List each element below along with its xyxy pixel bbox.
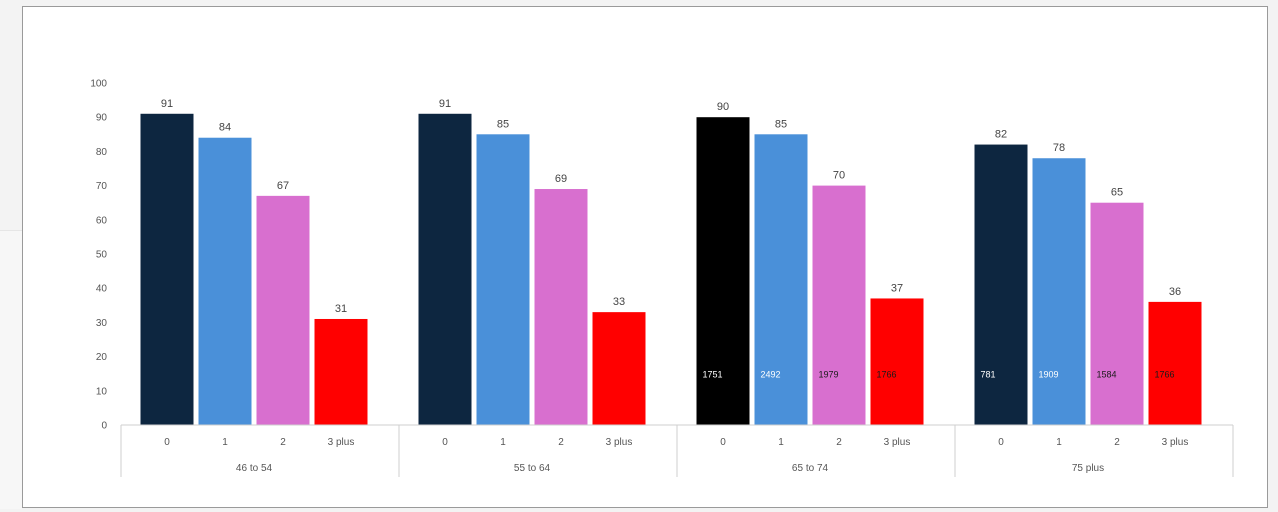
bar bbox=[256, 195, 310, 425]
x-tick-label: 0 bbox=[998, 437, 1004, 448]
y-tick-label: 50 bbox=[96, 250, 108, 261]
x-axis: 0 1 2 3 plus 46 to 54 0 1 2 3 plus 55 to 64 0 1 2 3 p… bbox=[120, 424, 1234, 477]
bar bbox=[754, 134, 808, 426]
group-label: 75 plus bbox=[1072, 463, 1104, 474]
y-tick-label: 20 bbox=[96, 352, 108, 363]
bar bbox=[476, 134, 530, 426]
x-tick-label: 2 bbox=[1114, 437, 1120, 448]
x-tick-label: 1 bbox=[500, 437, 506, 448]
bar bbox=[1090, 202, 1144, 425]
data-label: 67 bbox=[277, 180, 289, 192]
data-label: 69 bbox=[555, 173, 567, 185]
bar-count-label: 1909 bbox=[1039, 370, 1059, 380]
data-label: 78 bbox=[1053, 142, 1065, 154]
y-tick-label: 70 bbox=[96, 181, 108, 192]
x-tick-label: 2 bbox=[836, 437, 842, 448]
x-tick-label: 1 bbox=[222, 437, 228, 448]
data-label: 91 bbox=[439, 98, 451, 110]
bar-count-label: 2492 bbox=[761, 370, 781, 380]
x-tick-label: 3 plus bbox=[606, 437, 633, 448]
x-tick-label: 0 bbox=[164, 437, 170, 448]
bar bbox=[314, 318, 368, 425]
x-tick-label: 1 bbox=[778, 437, 784, 448]
bar bbox=[534, 189, 588, 425]
bar bbox=[812, 185, 866, 425]
y-tick-label: 80 bbox=[96, 147, 108, 158]
bar-count-label: 1766 bbox=[877, 370, 897, 380]
x-tick-label: 2 bbox=[280, 437, 286, 448]
data-label: 84 bbox=[219, 122, 231, 134]
x-tick-label: 0 bbox=[442, 437, 448, 448]
x-tick-label: 3 plus bbox=[328, 437, 355, 448]
y-tick-label: 100 bbox=[90, 79, 107, 90]
bar bbox=[696, 117, 750, 425]
left-panel-edge bbox=[0, 230, 22, 509]
y-tick-label: 10 bbox=[96, 386, 108, 397]
bar-count-label: 781 bbox=[981, 370, 996, 380]
bar-count-label: 1584 bbox=[1097, 370, 1117, 380]
bar bbox=[198, 137, 252, 425]
data-label: 37 bbox=[891, 282, 903, 294]
bars: 91 84 67 31 91 85 69 33 90 1751 85 2492 70 1979 37 1766… bbox=[140, 98, 1202, 426]
data-label: 70 bbox=[833, 170, 845, 182]
bar bbox=[870, 298, 924, 425]
bar bbox=[592, 312, 646, 425]
data-label: 85 bbox=[497, 118, 509, 130]
group-label: 46 to 54 bbox=[236, 463, 273, 474]
group-label: 65 to 74 bbox=[792, 463, 829, 474]
bar bbox=[1032, 158, 1086, 426]
data-label: 33 bbox=[613, 296, 625, 308]
x-tick-label: 0 bbox=[720, 437, 726, 448]
bar bbox=[418, 113, 472, 425]
data-label: 82 bbox=[995, 129, 1007, 141]
bar bbox=[140, 113, 194, 425]
y-tick-label: 30 bbox=[96, 318, 108, 329]
bar-count-label: 1766 bbox=[1155, 370, 1175, 380]
x-tick-label: 3 plus bbox=[884, 437, 911, 448]
bar bbox=[974, 144, 1028, 425]
y-tick-label: 40 bbox=[96, 284, 108, 295]
x-tick-label: 1 bbox=[1056, 437, 1062, 448]
data-label: 36 bbox=[1169, 286, 1181, 298]
data-label: 65 bbox=[1111, 187, 1123, 199]
data-label: 91 bbox=[161, 98, 173, 110]
y-tick-label: 60 bbox=[96, 215, 108, 226]
x-tick-label: 2 bbox=[558, 437, 564, 448]
y-tick-label: 90 bbox=[96, 113, 108, 124]
data-label: 31 bbox=[335, 303, 347, 315]
bar-count-label: 1979 bbox=[819, 370, 839, 380]
x-tick-label: 3 plus bbox=[1162, 437, 1189, 448]
chart-frame: 0 10 20 30 40 50 60 70 80 90 100 91 84 67 31 91 85 69 33 9… bbox=[22, 6, 1268, 508]
y-tick-label: 0 bbox=[101, 421, 107, 432]
bar bbox=[1148, 301, 1202, 425]
y-axis: 0 10 20 30 40 50 60 70 80 90 100 bbox=[90, 79, 107, 432]
data-label: 85 bbox=[775, 118, 787, 130]
bar-count-label: 1751 bbox=[703, 370, 723, 380]
data-label: 90 bbox=[717, 101, 729, 113]
group-label: 55 to 64 bbox=[514, 463, 551, 474]
